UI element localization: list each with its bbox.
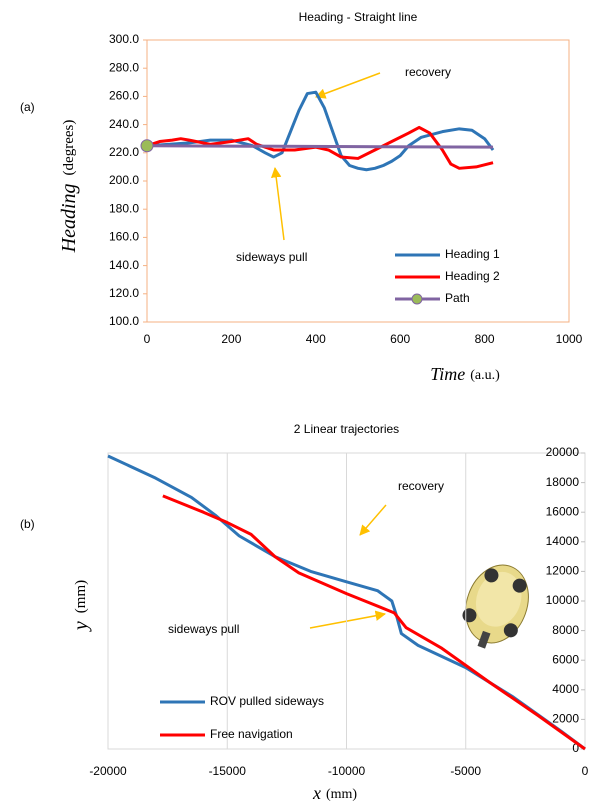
y-tick-label: 260.0	[109, 89, 139, 103]
x-tick-label: 0	[144, 332, 151, 346]
x-tick-label: -5000	[450, 764, 481, 778]
y-axis-label-unit: (mm)	[73, 580, 89, 613]
panel-label: (a)	[20, 100, 35, 114]
x-axis-label-name: x	[312, 783, 321, 803]
y-tick-label: 120.0	[109, 286, 139, 300]
y-tick-label: 8000	[552, 623, 579, 637]
y-tick-label: 20000	[546, 445, 580, 459]
path-marker	[140, 139, 154, 153]
x-axis-label-unit: (mm)	[326, 787, 357, 802]
y-tick-label: 160.0	[109, 230, 139, 244]
y-tick-label: 16000	[546, 504, 580, 518]
y-tick-label: 280.0	[109, 60, 139, 74]
x-tick-label: -20000	[89, 764, 127, 778]
legend-label: Heading 1	[445, 247, 500, 261]
arrow	[359, 504, 387, 536]
x-tick-label: 400	[306, 332, 326, 346]
x-tick-label: -10000	[328, 764, 366, 778]
x-tick-label: 200	[221, 332, 241, 346]
legend-label: Free navigation	[210, 727, 293, 741]
x-tick-label: 800	[475, 332, 495, 346]
y-tick-label: 0	[572, 741, 579, 755]
annotation: recovery	[405, 65, 451, 79]
y-tick-label: 4000	[552, 682, 579, 696]
x-tick-label: 600	[390, 332, 410, 346]
legend-label: Heading 2	[445, 269, 500, 283]
arrow	[309, 610, 387, 629]
x-axis-label: Time (a.u.)	[430, 364, 500, 384]
plot-frame	[146, 39, 570, 323]
y-tick-label: 12000	[546, 564, 580, 578]
y-tick-label: 180.0	[109, 201, 139, 215]
y-tick-label: 140.0	[109, 258, 139, 272]
x-tick-label: -15000	[209, 764, 247, 778]
y-axis-label-name: y	[70, 621, 92, 632]
x-axis-label: x (mm)	[312, 783, 357, 803]
panel-label: (b)	[20, 517, 35, 531]
y-tick-label: 200.0	[109, 173, 139, 187]
arrow	[270, 166, 285, 241]
chart-title: 2 Linear trajectories	[294, 422, 399, 436]
y-tick-label: 240.0	[109, 117, 139, 131]
y-axis-label: y (mm)	[70, 580, 92, 632]
x-tick-label: 0	[582, 764, 589, 778]
y-tick-label: 100.0	[109, 314, 139, 328]
y-tick-label: 2000	[552, 712, 579, 726]
rov-image	[462, 564, 529, 649]
x-axis-label-name: Time	[430, 364, 465, 384]
arrow	[315, 72, 381, 99]
y-tick-label: 300.0	[109, 32, 139, 46]
series-line	[146, 90, 495, 172]
legend-marker	[411, 293, 423, 305]
x-axis-label-unit: (a.u.)	[470, 368, 500, 383]
y-axis-label: Heading (degrees)	[58, 120, 80, 254]
annotation-arrows	[270, 72, 387, 629]
y-tick-label: 10000	[546, 593, 580, 607]
legend-label: ROV pulled sideways	[210, 694, 324, 708]
annotation: sideways pull	[168, 622, 239, 636]
y-tick-label: 14000	[546, 534, 580, 548]
y-axis-label-name: Heading	[58, 183, 80, 253]
y-tick-label: 6000	[552, 652, 579, 666]
annotation: recovery	[398, 479, 444, 493]
y-tick-label: 18000	[546, 475, 580, 489]
y-tick-label: 220.0	[109, 145, 139, 159]
y-axis-label-unit: (degrees)	[61, 120, 77, 176]
series-line	[162, 494, 586, 751]
series-line	[146, 125, 494, 170]
series-line	[146, 144, 494, 149]
x-tick-label: 1000	[556, 332, 583, 346]
legend-label: Path	[445, 291, 470, 305]
annotation: sideways pull	[236, 250, 307, 264]
chart-title: Heading - Straight line	[299, 10, 418, 24]
